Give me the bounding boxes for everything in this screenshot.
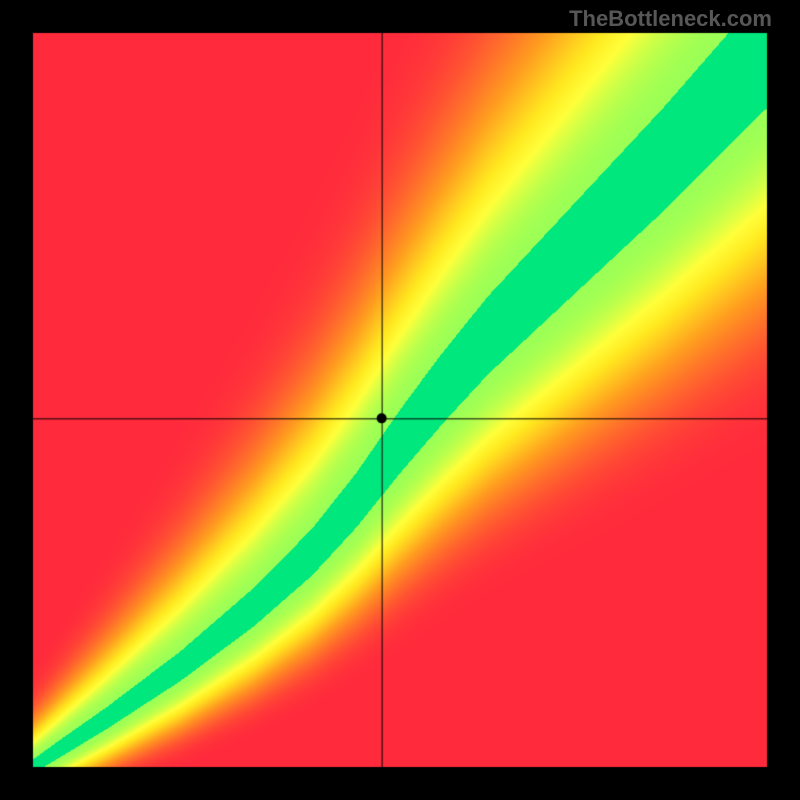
watermark-text: TheBottleneck.com (569, 6, 772, 32)
bottleneck-heatmap (0, 0, 800, 800)
chart-container: { "chart": { "type": "heatmap", "canvas"… (0, 0, 800, 800)
